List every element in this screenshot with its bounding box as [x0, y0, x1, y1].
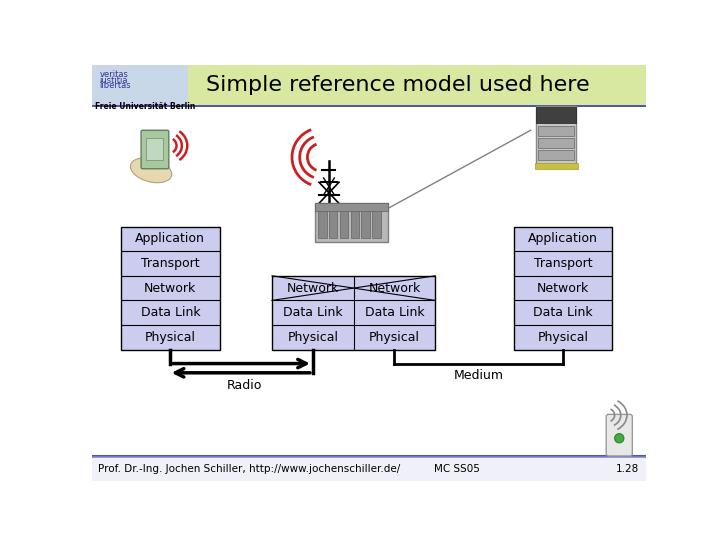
Bar: [121, 226, 220, 350]
Bar: [340, 207, 348, 238]
Text: Physical: Physical: [369, 331, 420, 344]
Bar: [315, 204, 388, 211]
Text: Transport: Transport: [141, 257, 199, 270]
Text: Data Link: Data Link: [364, 306, 424, 319]
Text: MC SS05: MC SS05: [434, 464, 480, 474]
Bar: [315, 204, 388, 242]
Bar: [318, 207, 327, 238]
Bar: [92, 455, 647, 456]
Bar: [534, 163, 577, 168]
Text: libertas: libertas: [99, 81, 131, 90]
Bar: [372, 207, 381, 238]
Bar: [539, 150, 574, 160]
FancyBboxPatch shape: [606, 414, 632, 456]
Bar: [329, 207, 338, 238]
Text: Network: Network: [144, 281, 197, 295]
Text: Data Link: Data Link: [283, 306, 343, 319]
Ellipse shape: [130, 158, 172, 183]
Text: Radio: Radio: [227, 379, 262, 392]
Text: Data Link: Data Link: [140, 306, 200, 319]
Bar: [514, 226, 612, 350]
Bar: [146, 138, 163, 159]
Bar: [272, 276, 435, 350]
Text: Simple reference model used here: Simple reference model used here: [206, 75, 590, 95]
Text: iustitia: iustitia: [99, 76, 128, 85]
Text: Data Link: Data Link: [534, 306, 593, 319]
Bar: [188, 65, 647, 105]
Text: veritas: veritas: [99, 70, 128, 79]
FancyBboxPatch shape: [141, 130, 168, 168]
Text: Application: Application: [528, 232, 598, 245]
Text: 1.28: 1.28: [616, 464, 639, 474]
Bar: [539, 138, 574, 148]
Bar: [361, 207, 370, 238]
Bar: [92, 65, 188, 105]
Text: Freie Universität Berlin: Freie Universität Berlin: [95, 102, 195, 111]
Text: Network: Network: [287, 281, 339, 295]
Circle shape: [615, 434, 624, 443]
Bar: [92, 457, 647, 481]
Text: Network: Network: [369, 281, 420, 295]
Text: Network: Network: [537, 281, 589, 295]
Bar: [539, 126, 574, 136]
Bar: [92, 456, 647, 457]
Text: Physical: Physical: [538, 331, 588, 344]
Text: Application: Application: [135, 232, 205, 245]
Bar: [92, 105, 647, 107]
Text: Transport: Transport: [534, 257, 593, 270]
Text: Prof. Dr.-Ing. Jochen Schiller, http://www.jochenschiller.de/: Prof. Dr.-Ing. Jochen Schiller, http://w…: [98, 464, 400, 474]
Bar: [92, 65, 188, 105]
Text: Medium: Medium: [454, 369, 504, 382]
Text: Physical: Physical: [145, 331, 196, 344]
Text: Physical: Physical: [287, 331, 338, 344]
Bar: [536, 106, 576, 164]
Bar: [351, 207, 359, 238]
Bar: [536, 107, 576, 123]
